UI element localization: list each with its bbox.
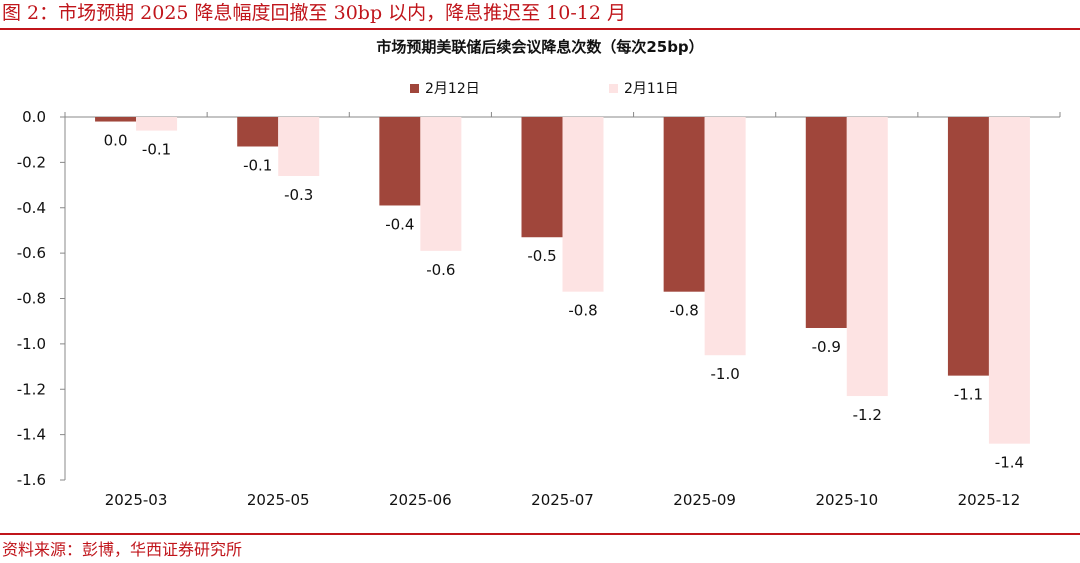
figure-title: 图 2：市场预期 2025 降息幅度回撤至 30bp 以内，降息推迟至 10-1… (2, 2, 626, 24)
bar-feb11 (562, 117, 604, 292)
bottom-divider (0, 533, 1080, 535)
y-tick-label: -1.0 (17, 335, 46, 353)
y-tick-label: -0.8 (17, 290, 46, 308)
bar-feb11 (846, 117, 888, 397)
bar-feb12 (379, 117, 421, 206)
data-label: 0.0 (104, 132, 128, 150)
bar-feb11 (278, 117, 320, 176)
data-label: -1.1 (954, 386, 983, 404)
bar-feb12 (95, 117, 137, 122)
x-tick-label: 2025-03 (105, 491, 168, 509)
y-tick-label: 0.0 (22, 108, 46, 126)
legend-swatch-feb12 (410, 83, 419, 93)
data-label: -1.4 (995, 454, 1024, 472)
legend-item-feb11: 2月11日 (609, 78, 679, 98)
data-label: -0.9 (812, 338, 841, 356)
data-label: -0.6 (426, 261, 455, 279)
bar-feb12 (663, 117, 705, 292)
source-note: 资料来源：彭博，华西证券研究所 (2, 540, 243, 559)
bar-feb11 (420, 117, 462, 251)
chart-legend: 2月12日 2月11日 (0, 78, 1080, 98)
x-tick-label: 2025-09 (673, 491, 736, 509)
legend-swatch-feb11 (609, 83, 618, 93)
data-label: -0.8 (568, 302, 597, 320)
data-label: -0.4 (385, 215, 414, 233)
bar-feb11 (704, 117, 746, 356)
bar-feb12 (237, 117, 279, 147)
y-tick-label: -1.2 (17, 380, 46, 398)
x-tick-label: 2025-07 (531, 491, 594, 509)
y-tick-label: -0.4 (17, 199, 46, 217)
legend-label-feb11: 2月11日 (624, 81, 679, 97)
data-label: -1.2 (853, 406, 882, 424)
bar-feb12 (947, 117, 989, 376)
data-label: -0.3 (284, 186, 313, 204)
bar-feb12 (805, 117, 847, 328)
bar-chart: 0.0 -0.2 -0.4 -0.6 -0.8 -1.0 -1.2 -1.4 -1.6 2025-… (17, 108, 1061, 509)
top-divider (0, 28, 1080, 30)
y-tick-label: -0.2 (17, 153, 46, 171)
bar-feb11 (136, 117, 178, 131)
legend-label-feb12: 2月12日 (425, 81, 480, 97)
y-tick-label: -1.6 (17, 471, 46, 489)
data-label: -1.0 (711, 365, 740, 383)
data-label: -0.1 (243, 156, 272, 174)
legend-item-feb12: 2月12日 (410, 78, 480, 98)
y-tick-label: -0.6 (17, 244, 46, 262)
bar-feb11 (988, 117, 1030, 444)
x-tick-label: 2025-10 (815, 491, 878, 509)
data-label: -0.1 (142, 141, 171, 159)
bar-feb12 (521, 117, 563, 238)
x-tick-label: 2025-05 (247, 491, 310, 509)
y-tick-label: -1.4 (17, 426, 46, 444)
x-tick-label: 2025-06 (389, 491, 452, 509)
chart-title: 市场预期美联储后续会议降息次数（每次25bp） (376, 38, 704, 56)
x-tick-label: 2025-12 (958, 491, 1021, 509)
data-label: -0.5 (527, 247, 556, 265)
data-label: -0.8 (670, 302, 699, 320)
